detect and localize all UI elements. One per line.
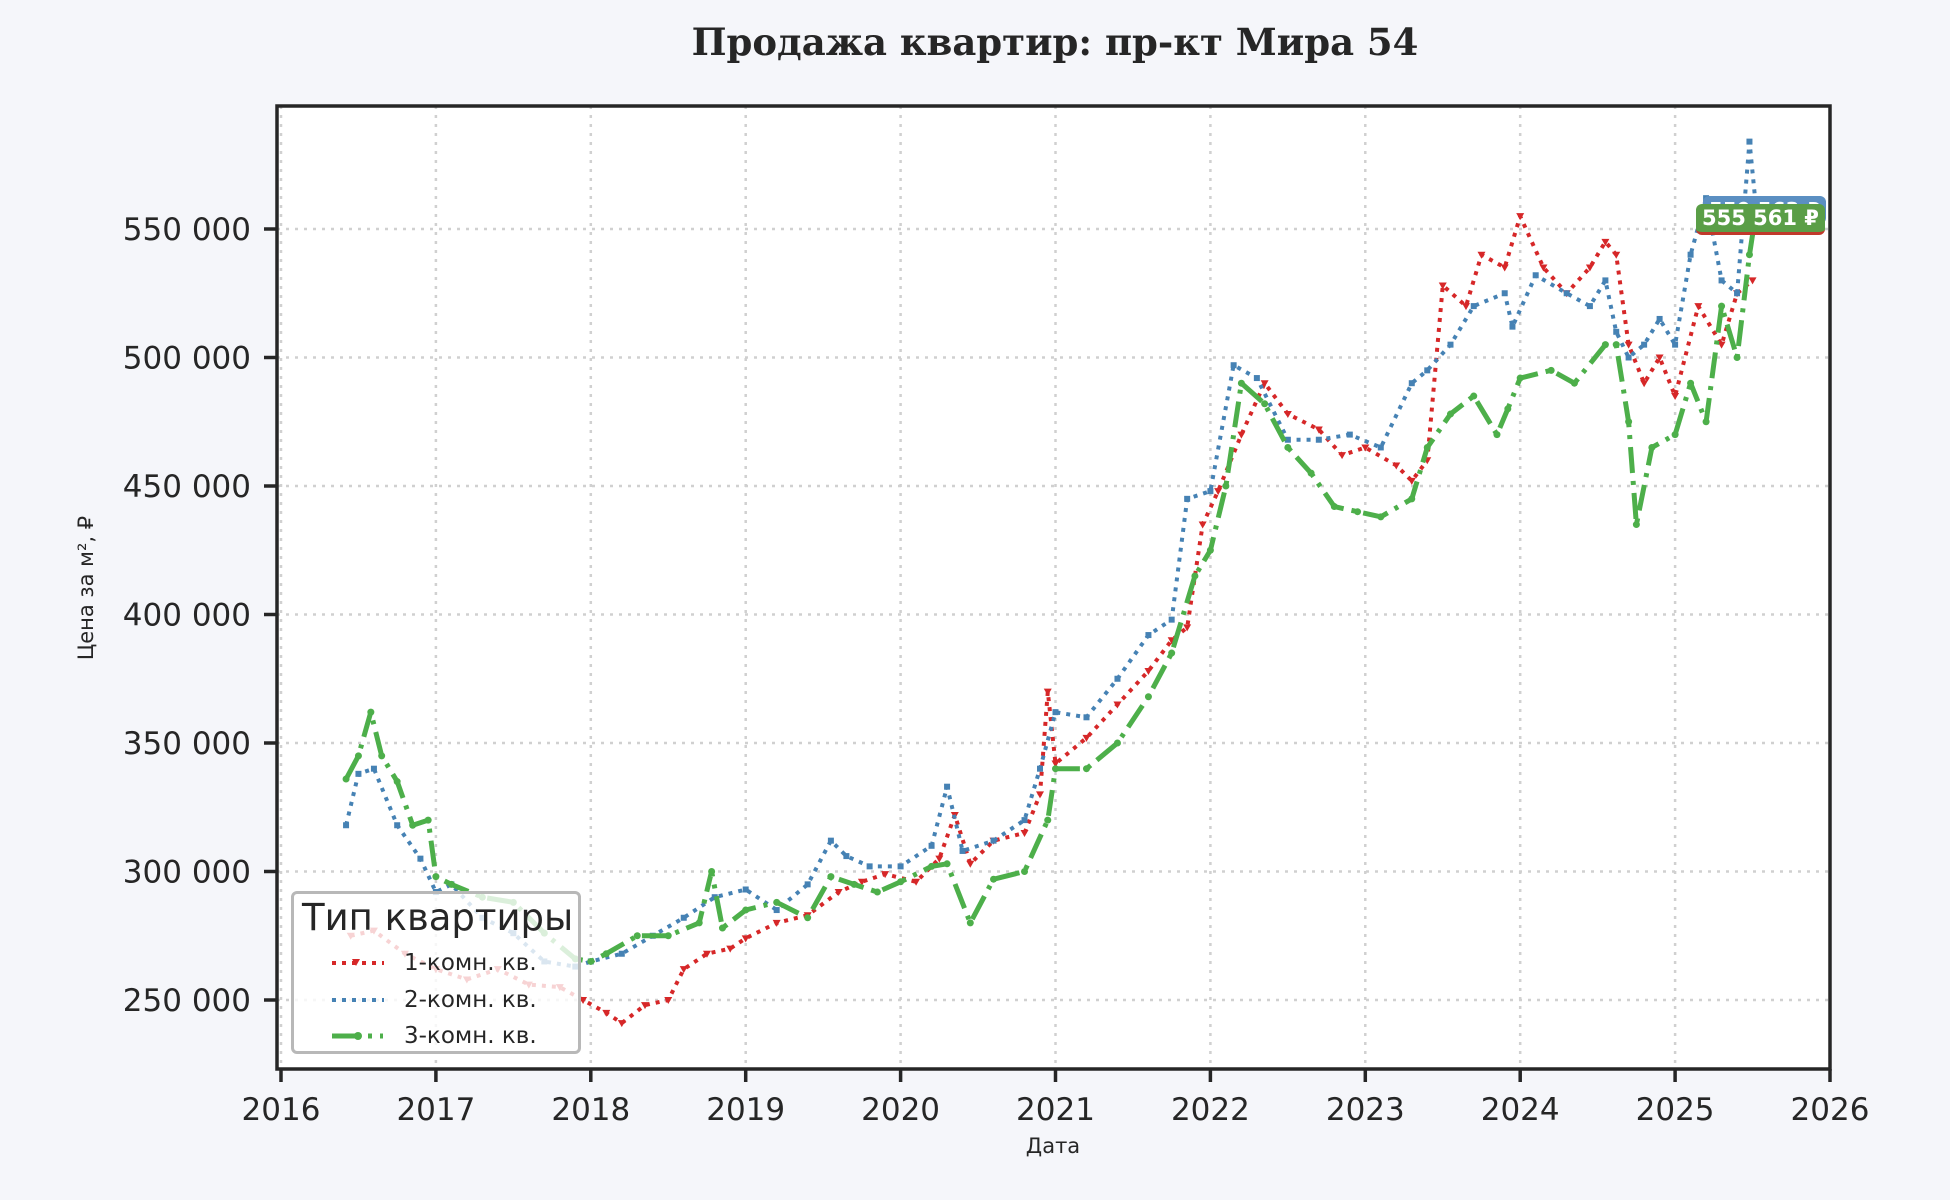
x-tick-label: 2017 [396, 1092, 475, 1128]
x-tick-label: 2020 [861, 1092, 940, 1128]
value-badge-3room: 555 561 ₽ [1696, 204, 1825, 235]
legend-item-1room: 1-комн. кв. [330, 948, 537, 978]
blue-dotted-line-icon [332, 998, 384, 1002]
chart-title: Продажа квартир: пр-кт Мира 54 [691, 20, 1419, 64]
x-tick-label: 2016 [242, 1092, 321, 1128]
legend-label: 1-комн. кв. [404, 950, 537, 976]
y-tick-label: 300 000 [123, 855, 251, 891]
legend-item-3room: 3-комн. кв. [330, 1021, 537, 1051]
x-tick-label: 2022 [1171, 1092, 1250, 1128]
x-axis-label: Дата [1026, 1134, 1080, 1158]
y-tick-label: 450 000 [123, 469, 251, 505]
y-tick-label: 550 000 [123, 212, 251, 248]
legend-label: 3-комн. кв. [404, 1023, 537, 1049]
red-dotted-line-icon [332, 959, 384, 966]
legend-title: Тип квартиры [302, 896, 574, 939]
y-axis: 250 000 300 000 350 000 400 000 450 000 500 0… [123, 212, 277, 1019]
x-tick-label: 2024 [1481, 1092, 1560, 1128]
x-tick-label: 2023 [1326, 1092, 1405, 1128]
y-tick-label: 400 000 [123, 598, 251, 634]
x-tick-label: 2021 [1016, 1092, 1095, 1128]
x-tick-label: 2019 [706, 1092, 785, 1128]
x-tick-label: 2025 [1636, 1092, 1715, 1128]
legend-label: 2-комн. кв. [404, 987, 537, 1013]
green-dashdot-line-icon [332, 1032, 383, 1040]
legend: Тип квартиры 1-комн. кв. 2-комн. кв. 3-к… [291, 891, 581, 1054]
x-tick-label: 2026 [1791, 1092, 1870, 1128]
y-tick-label: 350 000 [123, 726, 251, 762]
x-tick-label: 2018 [551, 1092, 630, 1128]
y-tick-label: 500 000 [123, 341, 251, 377]
x-axis: 2016 2017 2018 2019 2020 2021 2022 2023 2024 2025… [242, 1069, 1870, 1128]
y-axis-label: Цена за м², ₽ [74, 516, 98, 660]
y-tick-label: 250 000 [123, 983, 251, 1019]
plot-frame [275, 104, 1832, 1071]
legend-item-2room: 2-комн. кв. [330, 985, 537, 1015]
